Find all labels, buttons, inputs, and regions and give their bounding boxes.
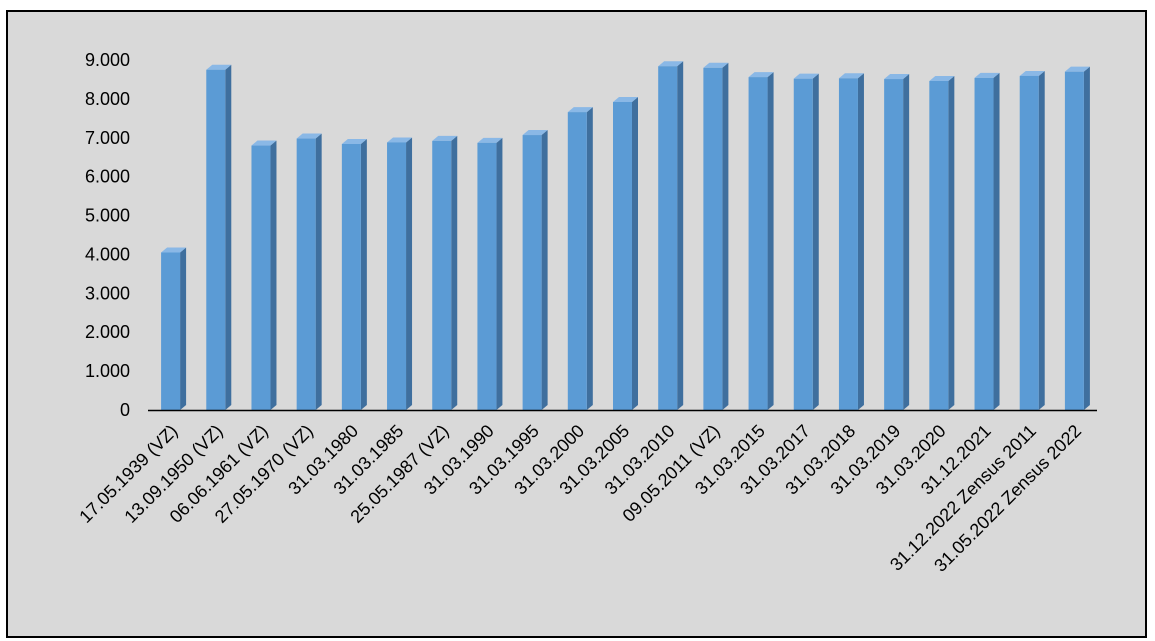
bar-front (206, 70, 225, 410)
bar (749, 72, 774, 410)
bar-front (839, 78, 858, 410)
bar-front (703, 68, 722, 410)
y-tick-label: 0 (120, 400, 130, 420)
bar (477, 138, 502, 410)
bar (884, 74, 909, 410)
bar-side (632, 97, 638, 410)
bar-side (1084, 67, 1090, 410)
bar (523, 130, 548, 410)
y-tick-label: 6.000 (85, 167, 130, 187)
bar-front (387, 142, 406, 410)
bar (839, 73, 864, 410)
bar-side (451, 136, 457, 410)
bar (251, 141, 276, 410)
bar (1020, 71, 1045, 410)
bar-side (361, 139, 367, 410)
bar-front (432, 141, 451, 410)
y-tick-label: 3.000 (85, 283, 130, 303)
bar-side (768, 72, 774, 410)
bar-front (251, 146, 270, 410)
bar (342, 139, 367, 410)
bar-front (297, 139, 316, 410)
bar-series (161, 61, 1090, 410)
bar-front (568, 112, 587, 410)
bar-front (749, 77, 768, 410)
bar-front (975, 78, 994, 410)
bar-front (477, 143, 496, 410)
bar (387, 137, 412, 410)
bar (206, 65, 231, 410)
bar-side (316, 134, 322, 410)
bar-side (858, 73, 864, 410)
bar-side (948, 76, 954, 410)
bar-side (677, 61, 683, 410)
bar (658, 61, 683, 410)
bar-side (994, 73, 1000, 410)
bar-side (180, 248, 186, 411)
bar (1065, 67, 1090, 410)
bar-side (722, 63, 728, 410)
bar-front (523, 135, 542, 410)
x-axis-labels: 17.05.1939 (VZ)13.09.1950 (VZ)06.06.1961… (75, 421, 1085, 576)
bar-side (587, 107, 593, 410)
bar (568, 107, 593, 410)
bar-front (1020, 76, 1039, 410)
bar (161, 248, 186, 411)
bar-front (1065, 72, 1084, 410)
y-tick-label: 9.000 (85, 50, 130, 70)
y-tick-label: 8.000 (85, 89, 130, 109)
bar (975, 73, 1000, 410)
bar (613, 97, 638, 410)
bar-front (161, 253, 180, 411)
y-tick-label: 7.000 (85, 128, 130, 148)
bar-front (342, 144, 361, 410)
bar (929, 76, 954, 410)
bar (794, 74, 819, 410)
bar-side (496, 138, 502, 410)
bar-side (225, 65, 231, 410)
y-axis-ticks: 0 1.000 2.000 3.000 4.000 5.000 6.000 7.000 8.00… (85, 50, 130, 420)
bar-side (903, 74, 909, 410)
bar-side (1039, 71, 1045, 410)
bar-front (658, 66, 677, 410)
bar-side (270, 141, 276, 410)
bar-front (929, 81, 948, 410)
bar-side (406, 137, 412, 410)
y-tick-label: 4.000 (85, 244, 130, 264)
bar (432, 136, 457, 410)
bar-side (542, 130, 548, 410)
y-tick-label: 1.000 (85, 361, 130, 381)
y-tick-label: 2.000 (85, 322, 130, 342)
bar-front (884, 79, 903, 410)
bar (703, 63, 728, 410)
bar-side (813, 74, 819, 410)
bar-front (794, 79, 813, 410)
bar-front (613, 102, 632, 410)
y-tick-label: 5.000 (85, 206, 130, 226)
bar (297, 134, 322, 410)
